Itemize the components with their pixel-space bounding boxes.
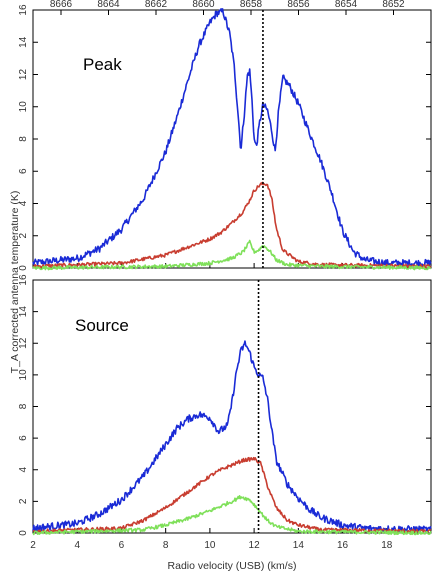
peak-panel: Peak 0 2 4 6 8 10 12 14 16 8666 8664 8662 8660 8658 8… bbox=[18, 0, 432, 271]
peak-red-spectrum-line bbox=[32, 181, 432, 269]
peak-panel-title: Peak bbox=[83, 55, 122, 74]
peak-green-spectrum-line bbox=[32, 239, 431, 271]
source-red-spectrum-line bbox=[32, 456, 432, 534]
source-y-tick-label: 4 bbox=[18, 467, 29, 473]
x-tick-label: 6 bbox=[119, 540, 125, 551]
source-y-tick-label: 0 bbox=[18, 530, 29, 536]
peak-y-tick-label: 6 bbox=[18, 168, 29, 174]
source-y-tick-label: 10 bbox=[18, 369, 29, 381]
x-tick-label: 10 bbox=[204, 540, 216, 551]
peak-y-tick-label: 12 bbox=[18, 69, 29, 81]
top-axis-tick-label: 8666 bbox=[50, 0, 73, 10]
peak-y-tick-label: 2 bbox=[18, 233, 29, 239]
x-tick-label: 8 bbox=[163, 540, 169, 551]
x-tick-label: 16 bbox=[337, 540, 349, 551]
x-axis-title: Radio velocity (USB) (km/s) bbox=[168, 560, 297, 572]
top-axis-tick-label: 8652 bbox=[382, 0, 405, 10]
peak-y-tick-label: 16 bbox=[18, 4, 29, 16]
top-axis-tick-label: 8660 bbox=[192, 0, 215, 10]
source-y-tick-label: 6 bbox=[18, 435, 29, 441]
top-axis-tick-label: 8656 bbox=[287, 0, 310, 10]
source-panel-title: Source bbox=[75, 316, 129, 335]
top-axis-tick-label: 8664 bbox=[97, 0, 120, 10]
source-y-tick-label: 12 bbox=[18, 337, 29, 349]
top-axis-tick-label: 8658 bbox=[240, 0, 263, 10]
x-tick-label: 12 bbox=[249, 540, 261, 551]
peak-blue-spectrum-line bbox=[32, 8, 432, 268]
source-y-tick-label: 8 bbox=[18, 403, 29, 409]
source-y-tick-label: 14 bbox=[18, 306, 29, 318]
peak-y-tick-label: 14 bbox=[18, 36, 29, 48]
top-axis-tick-label: 8662 bbox=[145, 0, 168, 10]
peak-y-tick-label: 4 bbox=[18, 200, 29, 206]
x-tick-label: 4 bbox=[74, 540, 80, 551]
peak-y-tick-label: 0 bbox=[18, 265, 29, 271]
peak-y-tick-label: 8 bbox=[18, 136, 29, 142]
y-axis-title: T_A corrected antenna temperature (K) bbox=[9, 191, 21, 374]
source-y-tick-label: 16 bbox=[18, 274, 29, 286]
x-tick-label: 2 bbox=[30, 540, 36, 551]
source-blue-spectrum-line bbox=[32, 340, 432, 534]
source-green-spectrum-line bbox=[32, 494, 432, 536]
peak-y-tick-label: 10 bbox=[18, 101, 29, 113]
top-axis-tick-label: 8654 bbox=[335, 0, 358, 10]
x-tick-label: 18 bbox=[381, 540, 393, 551]
x-tick-label: 14 bbox=[293, 540, 305, 551]
source-y-tick-label: 2 bbox=[18, 498, 29, 504]
